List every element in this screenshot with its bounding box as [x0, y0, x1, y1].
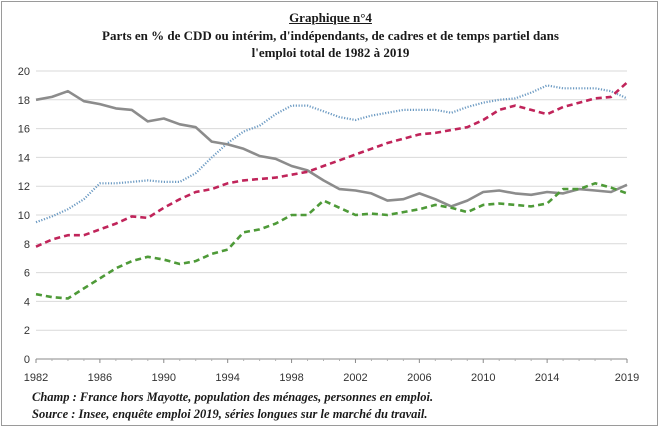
chart-grid — [36, 70, 627, 331]
y-tick-label-12: 12 — [18, 181, 30, 193]
x-tick-label-2010: 2010 — [471, 372, 495, 384]
x-tick-label-2002: 2002 — [343, 372, 367, 384]
y-tick-label-10: 10 — [18, 210, 30, 222]
y-tick-label-16: 16 — [18, 124, 30, 136]
y-tick-label-8: 8 — [24, 239, 30, 251]
y-tick-label-4: 4 — [24, 296, 30, 308]
y-tick-label-18: 18 — [18, 95, 30, 107]
champ-note: Champ : France hors Mayotte, population … — [32, 390, 434, 404]
chart-subtitle-line-2: l'emploi total de 1982 à 2019 — [251, 45, 410, 60]
series-line-4 — [35, 182, 628, 300]
y-tick-label-2: 2 — [24, 325, 30, 337]
x-tick-label-1990: 1990 — [152, 372, 176, 384]
y-tick-label-0: 0 — [24, 354, 30, 366]
y-tick-labels: 0 2 4 6 8 10 12 14 16 18 20 — [18, 66, 30, 366]
x-tick-label-2006: 2006 — [407, 372, 431, 384]
y-tick-label-20: 20 — [18, 66, 30, 78]
x-tick-label-1982: 1982 — [24, 372, 48, 384]
x-tick-labels: 1982 1986 1990 1994 1998 2002 2006 2010 2014 2019 — [24, 372, 639, 384]
x-tick-label-1998: 1998 — [279, 372, 303, 384]
chart-axes — [35, 358, 628, 363]
series-line-3 — [35, 81, 628, 248]
x-tick-label-1986: 1986 — [88, 372, 112, 384]
series-line-1 — [35, 84, 628, 224]
x-tick-label-2019: 2019 — [615, 372, 639, 384]
chart-series — [35, 81, 628, 300]
chart-title: Graphique n°4 — [289, 10, 372, 25]
x-tick-label-2014: 2014 — [535, 372, 559, 384]
series-line-2 — [35, 89, 628, 208]
y-tick-label-14: 14 — [18, 152, 30, 164]
y-tick-label-6: 6 — [24, 268, 30, 280]
chart-subtitle: Parts en % de CDD ou intérim, d'indépend… — [40, 27, 621, 61]
source-note: Source : Insee, enquête emploi 2019, sér… — [32, 407, 428, 421]
x-tick-label-1994: 1994 — [215, 372, 239, 384]
chart-subtitle-line-1: Parts en % de CDD ou intérim, d'indépend… — [102, 28, 559, 43]
